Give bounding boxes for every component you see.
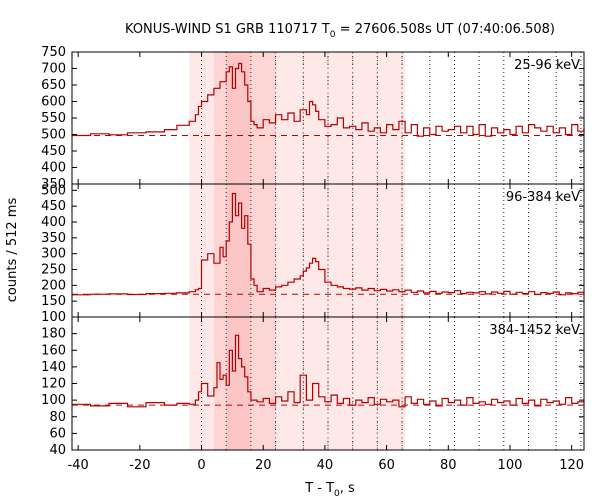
x-tick-label: 80 bbox=[440, 458, 457, 473]
y-tick-label: 60 bbox=[49, 426, 66, 441]
y-tick-label: 500 bbox=[41, 183, 66, 198]
x-tick-label: 100 bbox=[498, 458, 523, 473]
y-tick-label: 120 bbox=[41, 377, 66, 392]
y-tick-label: 140 bbox=[41, 360, 66, 375]
y-tick-label: 100 bbox=[41, 393, 66, 408]
energy-band-label: 384-1452 keV bbox=[489, 323, 580, 338]
y-tick-label: 350 bbox=[41, 177, 66, 192]
y-tick-label: 500 bbox=[41, 128, 66, 143]
x-tick-label: 40 bbox=[317, 458, 334, 473]
y-tick-label: 250 bbox=[41, 263, 66, 278]
y-tick-label: 80 bbox=[49, 410, 66, 425]
x-tick-label: 60 bbox=[378, 458, 395, 473]
y-tick-label: 700 bbox=[41, 62, 66, 77]
x-tick-label: 120 bbox=[559, 458, 584, 473]
y-tick-label: 200 bbox=[41, 278, 66, 293]
y-tick-label: 750 bbox=[41, 45, 66, 60]
count-rate-series bbox=[72, 62, 585, 137]
y-tick-label: 180 bbox=[41, 327, 66, 342]
y-tick-label: 350 bbox=[41, 231, 66, 246]
y-tick-label: 400 bbox=[41, 161, 66, 176]
x-tick-label: 20 bbox=[255, 458, 272, 473]
count-rate-series bbox=[72, 334, 585, 408]
x-tick-label: -40 bbox=[68, 458, 89, 473]
y-tick-label: 300 bbox=[41, 247, 66, 262]
y-tick-label: 550 bbox=[41, 111, 66, 126]
y-tick-label: 150 bbox=[41, 294, 66, 309]
x-tick-label: 0 bbox=[197, 458, 205, 473]
x-axis-title: T - T0, s bbox=[304, 481, 355, 499]
y-tick-label: 160 bbox=[41, 343, 66, 358]
chart-title: KONUS-WIND S1 GRB 110717 T0 = 27606.508s… bbox=[125, 22, 555, 40]
y-tick-label: 650 bbox=[41, 78, 66, 93]
y-axis-title: counts / 512 ms bbox=[5, 198, 20, 303]
y-tick-label: 450 bbox=[41, 144, 66, 159]
shaded-interval bbox=[226, 52, 251, 184]
y-tick-label: 100 bbox=[41, 310, 66, 325]
y-tick-label: 40 bbox=[49, 443, 66, 458]
y-tick-label: 450 bbox=[41, 199, 66, 214]
y-tick-label: 600 bbox=[41, 95, 66, 110]
energy-band-label: 25-96 keV bbox=[514, 58, 580, 73]
y-tick-label: 400 bbox=[41, 215, 66, 230]
x-tick-label: -20 bbox=[129, 458, 150, 473]
energy-band-label: 96-384 keV bbox=[506, 190, 580, 205]
count-rate-series bbox=[72, 192, 585, 296]
